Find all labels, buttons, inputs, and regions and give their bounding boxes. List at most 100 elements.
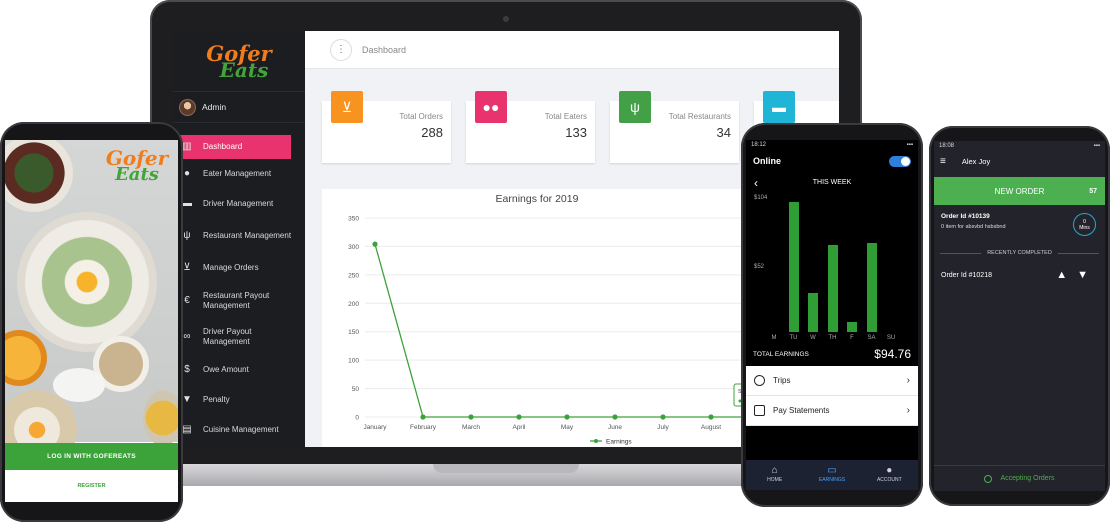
more-options-icon[interactable]: ⋮ — [330, 38, 352, 61]
sidebar-item-dashboard[interactable]: ▥ Dashboard — [173, 135, 291, 159]
restaurant-orders-screen: 18:08 ▪▪▪ ≡ Alex Joy NEW ORDER 57 Order … — [934, 141, 1105, 491]
cart-icon: ⊻ — [183, 262, 191, 273]
sidebar-item-label: Cuisine Management — [203, 425, 279, 434]
data-point[interactable] — [708, 414, 714, 420]
register-link[interactable]: REGISTER — [77, 483, 106, 489]
logo-word-top: Gofer — [206, 40, 272, 66]
admin-user[interactable]: Admin — [173, 91, 305, 123]
sidebar-item-restaurant-payout-management[interactable]: € Restaurant Payout Management — [173, 283, 305, 319]
phone-logo-word-top: Gofer — [105, 146, 169, 170]
cart-icon: ⊻ — [331, 91, 363, 123]
new-order-button[interactable]: NEW ORDER 57 — [934, 177, 1105, 205]
y-tick-label: 50 — [352, 386, 360, 393]
accepting-orders-status[interactable]: Accepting Orders — [934, 465, 1105, 491]
chart-title: Earnings for 2019 — [495, 193, 579, 205]
weekly-bar[interactable] — [827, 244, 838, 332]
login-screen: Gofer Eats LOG IN WITH GOFEREATS REGISTER — [5, 140, 178, 502]
online-row: Online — [746, 150, 918, 172]
x-tick-label: August — [701, 424, 721, 431]
y-tick-label: 250 — [348, 272, 359, 279]
rating-buttons: ▲▼ — [1056, 269, 1098, 281]
phone-brand-logo: Gofer Eats — [105, 148, 169, 184]
chevron-left-icon[interactable]: ‹ — [754, 176, 758, 190]
y-tick-label: 200 — [348, 301, 359, 308]
stat-card-label: Total Orders — [399, 112, 443, 121]
data-point[interactable] — [372, 241, 378, 247]
thumbs-down-icon[interactable]: ▼ — [1077, 269, 1098, 281]
utensils-icon: ψ — [619, 91, 651, 123]
hamburger-menu-icon[interactable]: ≡ — [940, 155, 946, 167]
pending-order-card[interactable]: Order Id #10139 0 item for absvbd hsbsbn… — [934, 205, 1105, 245]
data-point[interactable] — [516, 414, 522, 420]
tab-account[interactable]: ● ACCOUNT — [861, 460, 918, 490]
stat-card-value: 133 — [565, 125, 587, 140]
online-label: Online — [753, 156, 782, 166]
tab-label: ACCOUNT — [876, 477, 902, 483]
sidebar-item-cuisine-management[interactable]: ▤ Cuisine Management — [173, 415, 305, 445]
user-icon: ● — [183, 168, 191, 179]
login-button[interactable]: LOG IN WITH GOFEREATS — [5, 443, 178, 470]
stat-card: ●● Total Eaters 133 — [466, 91, 595, 163]
weekly-bar[interactable] — [788, 202, 799, 332]
menu-row-label: Trips — [773, 376, 791, 385]
account-icon: ● — [886, 465, 893, 476]
breadcrumb: Dashboard — [362, 44, 407, 55]
weekly-bar[interactable] — [847, 322, 857, 332]
sidebar-item-label: Owe Amount — [203, 365, 249, 374]
stat-card-value: 34 — [716, 125, 731, 140]
menu-row-trips[interactable]: Trips › — [746, 366, 918, 396]
sidebar-item-label: Driver Management — [203, 199, 274, 208]
data-point[interactable] — [468, 414, 474, 420]
driver-menu: Trips › Pay Statements › — [746, 366, 918, 426]
tab-earnings[interactable]: ▭ EARNINGS — [803, 460, 860, 490]
sidebar-item-penalty[interactable]: ▼ Penalty — [173, 385, 305, 415]
data-point[interactable] — [420, 414, 426, 420]
day-label: TH — [828, 335, 837, 341]
y-tick-label: 300 — [348, 244, 359, 251]
target-icon — [754, 375, 765, 386]
tab-home[interactable]: ⌂ HOME — [746, 460, 803, 490]
day-label: SA — [867, 335, 876, 341]
x-tick-label: April — [512, 424, 526, 431]
online-toggle[interactable] — [889, 155, 911, 167]
sidebar-item-owe-amount[interactable]: $ Owe Amount — [173, 355, 305, 385]
sidebar-item-restaurant-management[interactable]: ψ Restaurant Management — [173, 219, 305, 253]
timer-unit: Mins — [1079, 225, 1090, 231]
status-time: 18:12 — [751, 142, 767, 148]
dollar-icon: $ — [184, 364, 190, 375]
pending-order-id: Order Id #10139 — [941, 213, 990, 220]
laptop-base — [125, 464, 887, 486]
weekly-bar[interactable] — [866, 243, 877, 332]
x-tick-label: February — [410, 424, 437, 431]
completed-order-row[interactable]: Order Id #10218 ▲▼ — [934, 261, 1105, 289]
thumbs-up-icon[interactable]: ▲ — [1056, 269, 1078, 281]
x-tick-label: July — [657, 424, 669, 431]
euro-icon: € — [184, 295, 190, 306]
admin-user-name: Admin — [202, 102, 227, 112]
sidebar-item-manage-orders[interactable]: ⊻ Manage Orders — [173, 253, 305, 283]
sidebar-item-driver-payout-management[interactable]: ∞ Driver Payout Management — [173, 319, 305, 355]
data-point[interactable] — [612, 414, 618, 420]
day-label: TU — [789, 335, 798, 341]
restaurant-header: ≡ Alex Joy — [934, 151, 1105, 171]
sidebar-item-eater-management[interactable]: ● Eater Management — [173, 159, 305, 189]
chevron-right-icon: › — [906, 375, 910, 386]
brand-logo[interactable]: Gofer Eats — [173, 31, 305, 91]
admin-sidebar: Gofer Eats Admin ▥ Dashboard ● Eater Managem… — [173, 31, 305, 447]
menu-row-pay-statements[interactable]: Pay Statements › — [746, 396, 918, 426]
sidebar-item-driver-management[interactable]: ▬ Driver Management — [173, 189, 305, 219]
menu-row-label: Pay Statements — [773, 406, 830, 415]
accepting-orders-label: Accepting Orders — [1000, 475, 1055, 482]
status-icons: ▪▪▪ — [1093, 143, 1100, 149]
y-tick-label: 350 — [348, 216, 359, 223]
laptop-camera — [503, 16, 509, 22]
y-axis-top-label: $104 — [754, 195, 768, 201]
weekly-bar[interactable] — [808, 293, 818, 332]
day-label: M — [771, 335, 777, 341]
data-point[interactable] — [660, 414, 666, 420]
data-point[interactable] — [564, 414, 570, 420]
status-icons: ▪▪▪ — [906, 142, 913, 148]
day-label: F — [850, 335, 854, 341]
completed-order-id: Order Id #10218 — [941, 271, 992, 279]
login-phone: Gofer Eats LOG IN WITH GOFEREATS REGISTER — [0, 122, 183, 522]
